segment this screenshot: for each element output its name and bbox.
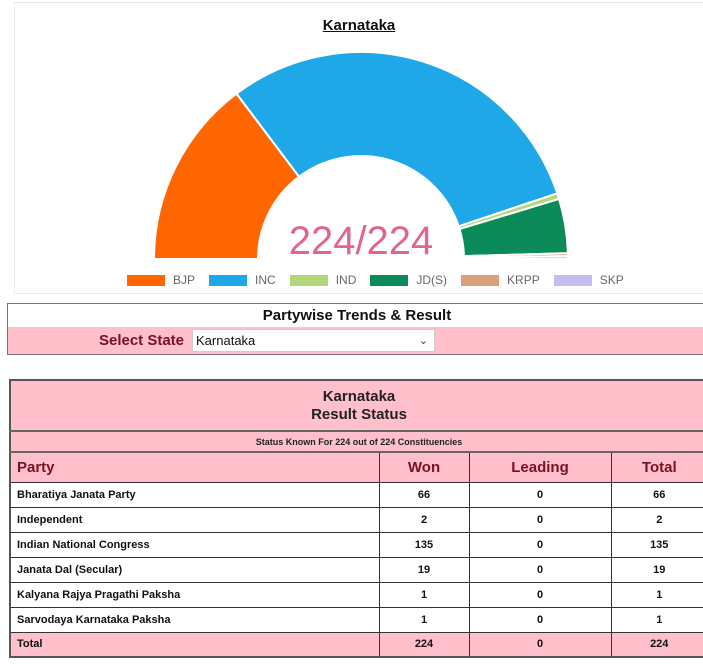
leading-count: 0 [468,481,612,508]
legend-swatch [553,274,592,286]
legend-label: JD(S) [416,273,448,287]
total-label: Total [9,631,380,658]
select-state-label: Select State [98,332,185,349]
column-header-party: Party [9,451,380,483]
state-select-value: Karnataka [196,333,256,348]
column-header-total: Total [610,451,703,483]
total-won: 224 [378,631,470,658]
total-count: 1 [610,581,703,608]
chart-legend: BJP INC IND JD(S) KRPP SKP [127,272,638,288]
chart-segment-inc[interactable] [235,51,559,228]
status-known-text: Status Known For 224 out of 224 Constitu… [9,430,703,453]
party-name: Janata Dal (Secular) [9,556,380,583]
legend-item-krpp[interactable]: KRPP [461,273,540,287]
party-name: Indian National Congress [9,531,380,558]
won-count: 2 [378,506,470,533]
won-count: 135 [378,531,470,558]
chevron-down-icon: ⌄ [418,335,429,347]
seat-chart [152,51,570,260]
trends-title: Partywise Trends & Result [262,307,452,324]
state-select[interactable]: Karnataka ⌄ [192,329,436,352]
total-count: 19 [610,556,703,583]
legend-label: IND [335,273,357,287]
legend-swatch [461,274,500,286]
table-row: Independent 2 0 2 [9,506,703,533]
table-row: Bharatiya Janata Party 66 0 66 [9,481,703,508]
column-header-won: Won [378,451,470,483]
legend-label: INC [255,273,276,287]
leading-count: 0 [468,506,612,533]
total-count: 2 [610,506,703,533]
party-name: Bharatiya Janata Party [9,481,380,508]
party-name: Sarvodaya Karnataka Paksha [9,606,380,633]
legend-label: SKP [599,273,624,287]
party-name: Independent [9,506,380,533]
table-state-name: Karnataka [322,387,396,405]
total-count: 1 [610,606,703,633]
table-row: Sarvodaya Karnataka Paksha 1 0 1 [9,606,703,633]
chart-segment-skp[interactable] [462,255,570,260]
total-total: 224 [610,631,703,658]
won-count: 66 [378,481,470,508]
won-count: 1 [378,581,470,608]
legend-item-inc[interactable]: INC [209,273,276,287]
table-row: Janata Dal (Secular) 19 0 19 [9,556,703,583]
table-row: Indian National Congress 135 0 135 [9,531,703,558]
legend-item-ind[interactable]: IND [289,273,357,287]
total-count: 135 [610,531,703,558]
won-count: 19 [378,556,470,583]
chart-card: Karnataka 224/224 BJP INC IND JD(S) KRPP… [14,2,703,294]
table-row: Kalyana Rajya Pragathi Paksha 1 0 1 [9,581,703,608]
leading-count: 0 [468,581,612,608]
chart-title: Karnataka [322,17,396,34]
party-name: Kalyana Rajya Pragathi Paksha [9,581,380,608]
seats-declared-label: 224/224 [288,219,434,263]
leading-count: 0 [468,556,612,583]
legend-item-skp[interactable]: SKP [553,273,624,287]
legend-swatch [289,274,328,286]
column-header-leading: Leading [468,451,612,483]
legend-item-jds[interactable]: JD(S) [370,273,447,287]
legend-item-bjp[interactable]: BJP [127,273,195,287]
legend-swatch [127,274,165,286]
state-select-row: Select State Karnataka ⌄ [8,327,703,354]
leading-count: 0 [468,606,612,633]
legend-label: BJP [173,273,196,287]
leading-count: 0 [468,531,612,558]
result-status-table: Karnataka Result Status Status Known For… [9,379,703,658]
table-title: Karnataka Result Status [9,379,703,432]
table-total-row: Total 224 0 224 [9,631,703,658]
legend-label: KRPP [507,273,540,287]
table-subtitle: Result Status [311,405,407,423]
won-count: 1 [378,606,470,633]
legend-swatch [370,274,409,286]
partywise-trends-panel: Partywise Trends & Result Select State K… [7,303,703,355]
total-leading: 0 [468,631,612,658]
legend-swatch [209,274,248,286]
total-count: 66 [610,481,703,508]
